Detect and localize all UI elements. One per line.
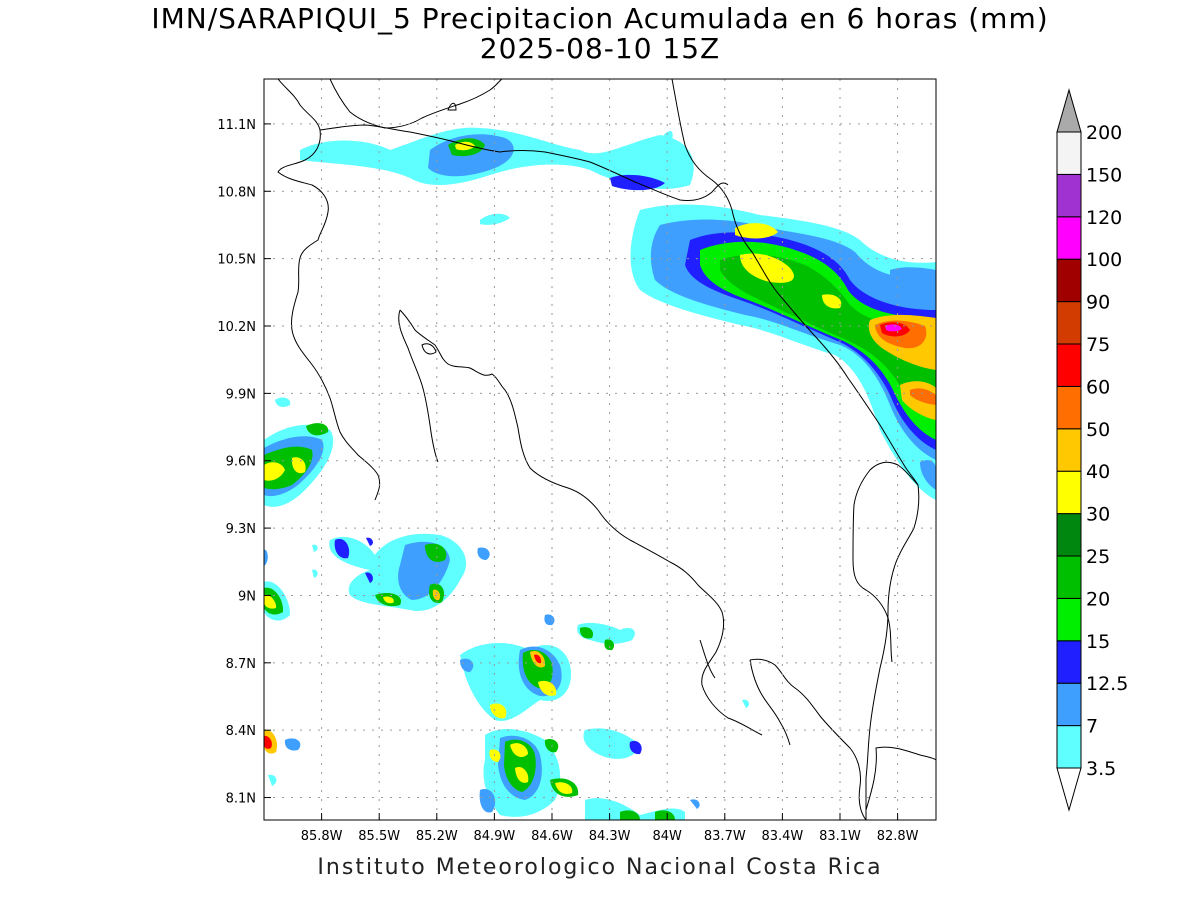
colorbar-swatch: [1056, 513, 1082, 557]
panama-coast: [865, 746, 936, 820]
colorbar: 3.5 7 12.5 15 20 25 30 40 50 60 75 90 100 120 150 200: [1056, 88, 1128, 812]
panama-costa-rica-border: [865, 484, 920, 820]
x-tick-label: 83.1W: [819, 829, 861, 844]
peninsula-south: [699, 639, 716, 679]
colorbar-label: 3.5: [1086, 758, 1116, 780]
colorbar-label: 150: [1086, 164, 1122, 186]
x-tick-label: 84W: [652, 829, 682, 844]
x-tick-label: 82.8W: [877, 829, 919, 844]
colorbar-label: 75: [1086, 334, 1110, 356]
x-tick-label: 84.3W: [589, 829, 631, 844]
x-tick-label: 83.4W: [761, 829, 803, 844]
x-tick-label: 85.5W: [358, 829, 400, 844]
colorbar-swatch: [1056, 597, 1082, 642]
map-footer: Instituto Meteorologico Nacional Costa R…: [317, 855, 883, 880]
colorbar-over-triangle: [1056, 88, 1082, 133]
y-tick-label: 9N: [238, 589, 256, 604]
rain-cells-gulf: [312, 533, 490, 611]
colorbar-under-triangle: [1056, 767, 1082, 812]
x-axis: 85.8W 85.5W 85.2W 84.9W 84.6W 84.3W 84W 83.7W 83…: [301, 813, 919, 844]
colorbar-label: 90: [1086, 292, 1110, 314]
map-frame: [263, 78, 937, 821]
nicoya-gulf-inner: [398, 309, 439, 463]
y-tick-label: 10.5N: [217, 253, 256, 268]
colorbar-label: 7: [1086, 716, 1098, 738]
x-tick-label: 83.7W: [704, 829, 746, 844]
small-island: [447, 102, 457, 111]
rain-cells-northwest: [264, 397, 334, 507]
colorbar-swatch: [1056, 216, 1082, 260]
colorbar-swatch: [1056, 258, 1082, 303]
colorbar-label: 50: [1086, 419, 1110, 441]
colorbar-label: 20: [1086, 588, 1110, 610]
colorbar-swatch: [1056, 343, 1082, 387]
x-tick-label: 84.6W: [531, 829, 573, 844]
y-tick-label: 11.1N: [217, 118, 256, 133]
colorbar-label: 12.5: [1086, 673, 1128, 695]
bocas-del-toro-coast: [852, 461, 919, 663]
gulf-island: [421, 343, 437, 355]
osa-peninsula-coast: [749, 658, 867, 820]
golfo-dulce-coast: [749, 659, 791, 746]
rain-band-northeast: [630, 204, 936, 501]
y-tick-label: 8.7N: [226, 657, 256, 672]
rain-band-north: [300, 127, 694, 225]
colorbar-swatch: [1056, 725, 1082, 769]
lake-nicaragua-shore: [329, 79, 503, 129]
colorbar-swatch: [1056, 640, 1082, 684]
colorbar-label: 25: [1086, 546, 1110, 568]
y-tick-label: 9.3N: [226, 522, 256, 537]
map-subtitle: 2025-08-10 15Z: [479, 32, 721, 65]
y-axis: 11.1N 10.8N 10.5N 10.2N 9.9N 9.6N 9.3N 9N 8.7N 8.…: [217, 118, 271, 807]
x-tick-label: 85.8W: [301, 829, 343, 844]
colorbar-label: 120: [1086, 207, 1122, 229]
x-tick-label: 85.2W: [416, 829, 458, 844]
colorbar-label: 60: [1086, 376, 1110, 398]
colorbar-label: 40: [1086, 461, 1110, 483]
colorbar-swatch: [1056, 470, 1082, 515]
colorbar-swatch: [1056, 301, 1082, 345]
map-grid: [264, 79, 936, 820]
colorbar-label: 100: [1086, 249, 1122, 271]
rain-cells-south: [460, 614, 749, 820]
colorbar-label: 30: [1086, 504, 1110, 526]
colorbar-swatch: [1056, 428, 1082, 472]
y-tick-label: 10.2N: [217, 320, 256, 335]
map-title: IMN/SARAPIQUI_5 Precipitacion Acumulada …: [151, 2, 1049, 35]
y-tick-label: 8.4N: [226, 724, 256, 739]
caribbean-coast: [671, 79, 919, 486]
nicoya-peninsula-coast: [399, 309, 763, 736]
colorbar-swatch: [1056, 173, 1082, 218]
y-tick-label: 9.6N: [226, 455, 256, 470]
nicaragua-pacific-coast: [277, 79, 381, 501]
colorbar-label: 15: [1086, 631, 1110, 653]
nicaragua-costa-rica-border: [319, 124, 729, 201]
rain-cells-west: [264, 549, 301, 786]
colorbar-label: 200: [1086, 122, 1122, 144]
precipitation-field: [264, 127, 936, 820]
y-tick-label: 9.9N: [226, 387, 256, 402]
colorbar-swatch: [1056, 682, 1082, 727]
x-tick-label: 84.9W: [473, 829, 515, 844]
colorbar-swatch: [1056, 385, 1082, 430]
coastlines: [277, 79, 936, 820]
colorbar-swatch: [1056, 131, 1082, 175]
y-tick-label: 8.1N: [226, 792, 256, 807]
colorbar-swatch: [1056, 555, 1082, 599]
y-tick-label: 10.8N: [217, 185, 256, 200]
